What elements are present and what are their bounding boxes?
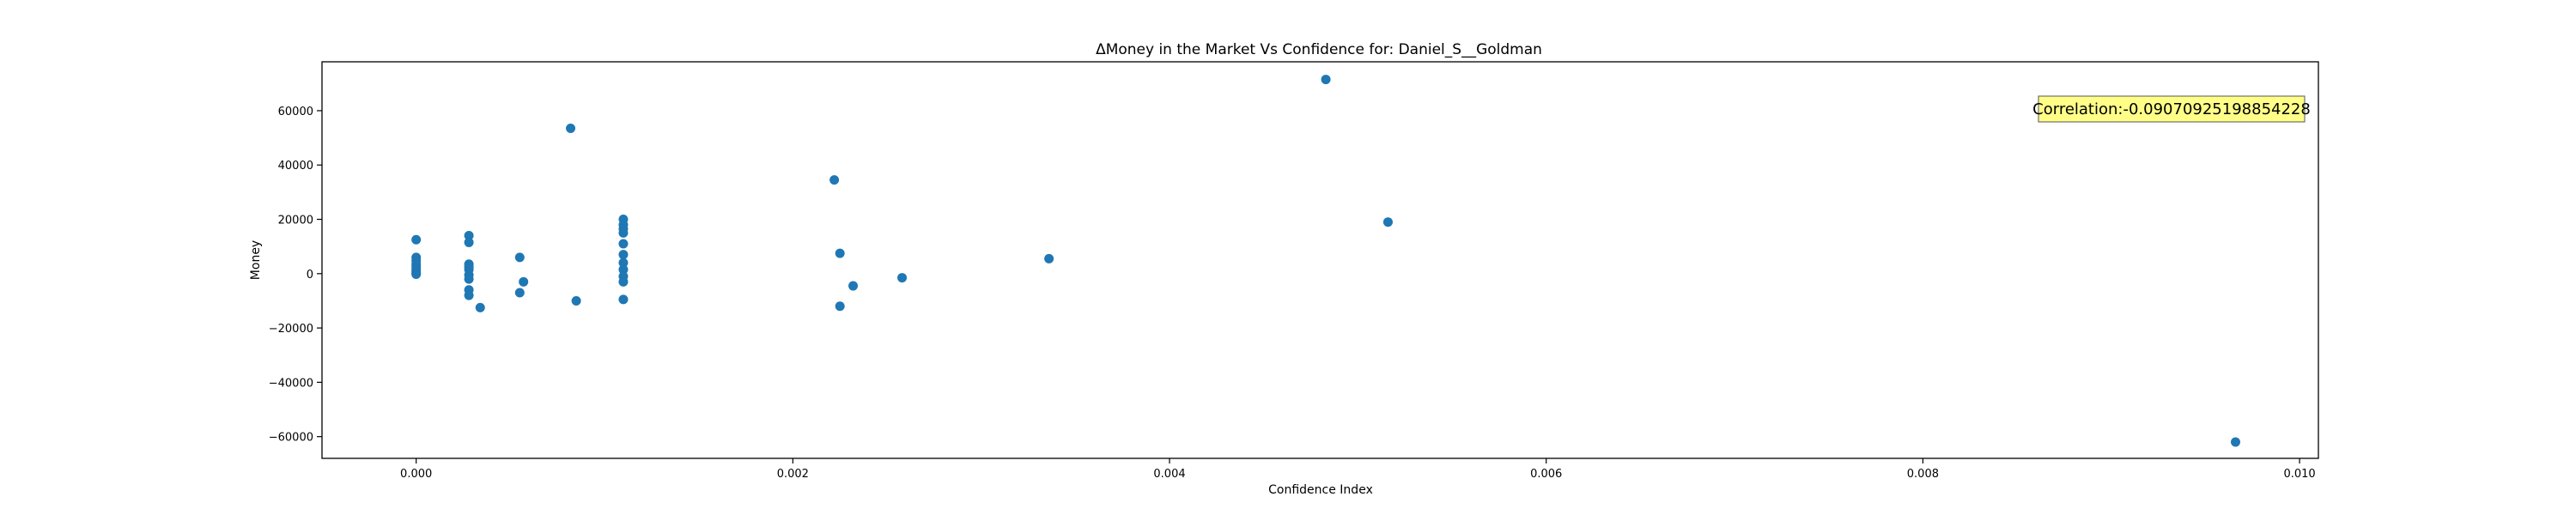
data-points (411, 75, 2240, 447)
y-tick-label: 0 (307, 269, 313, 282)
y-tick-label: 20000 (278, 215, 313, 227)
y-tick-label: −60000 (269, 432, 313, 445)
chart-title: ΔMoney in the Market Vs Confidence for: … (1096, 41, 1542, 58)
x-tick-label: 0.004 (1153, 468, 1185, 481)
y-tick-label: 40000 (278, 160, 313, 173)
data-point (1044, 253, 1054, 264)
data-point (514, 252, 525, 263)
data-point (1382, 217, 1393, 227)
y-axis-label: Money (249, 240, 263, 280)
data-point (519, 276, 529, 287)
data-point (475, 302, 485, 312)
x-tick-label: 0.010 (2283, 468, 2315, 481)
data-point (835, 301, 845, 312)
data-point (618, 264, 629, 275)
data-point (514, 288, 525, 298)
x-tick-label: 0.008 (1907, 468, 1939, 481)
y-tick-label: −40000 (269, 377, 313, 390)
x-axis-label: Confidence Index (1268, 483, 1373, 497)
data-point (464, 237, 474, 247)
data-point (848, 281, 859, 291)
data-point (411, 269, 422, 279)
plot-frame (321, 61, 2319, 459)
data-point (618, 258, 629, 268)
data-point (618, 294, 629, 305)
data-point (464, 274, 474, 284)
y-axis: −60000 −40000 −20000 0 20000 40000 60000 (269, 106, 322, 445)
data-point (618, 227, 629, 238)
data-point (618, 250, 629, 260)
data-point (1321, 75, 1331, 85)
annotation-text: Correlation:-0.09070925198854228 (2032, 100, 2311, 118)
data-point (464, 290, 474, 300)
data-point (411, 234, 422, 245)
x-tick-label: 0.002 (777, 468, 809, 481)
data-point (618, 276, 629, 287)
data-point (618, 239, 629, 249)
data-point (566, 124, 576, 134)
correlation-annotation: Correlation:-0.09070925198854228 (2032, 95, 2311, 123)
y-tick-label: −20000 (269, 323, 313, 336)
x-axis: 0.000 0.002 0.004 0.006 0.008 0.010 (400, 458, 2316, 481)
x-tick-label: 0.006 (1530, 468, 1562, 481)
annotation-box (2038, 95, 2306, 123)
data-point (829, 175, 840, 185)
data-point (2230, 437, 2240, 447)
data-point (835, 248, 845, 258)
y-tick-label: 60000 (278, 106, 313, 118)
data-point (897, 273, 908, 283)
x-tick-label: 0.000 (400, 468, 432, 481)
data-point (464, 231, 474, 241)
data-point (571, 295, 581, 306)
